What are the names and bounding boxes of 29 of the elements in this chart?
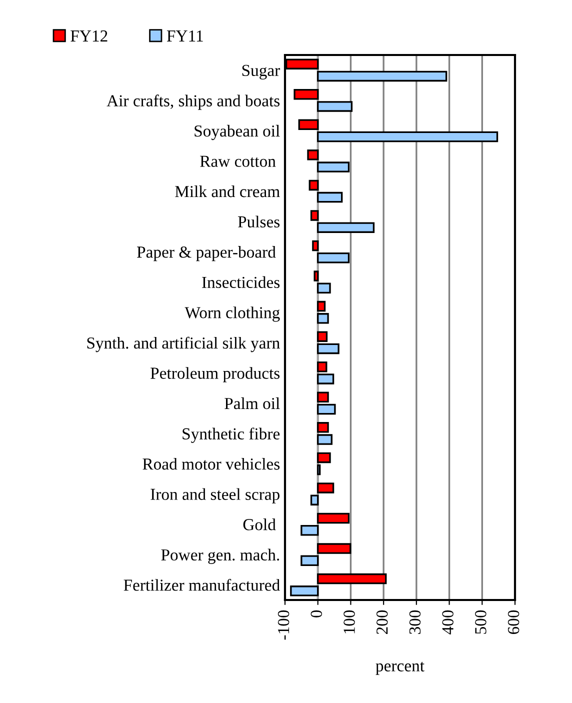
- y-tick-label: Milk and cream: [175, 185, 280, 198]
- x-tick-label: 200: [376, 610, 388, 634]
- y-tick-label: Road motor vehicles: [142, 458, 280, 470]
- x-tick-label: -100: [278, 610, 290, 640]
- y-tick-label: Gold: [243, 518, 276, 530]
- y-tick-label: Paper & paper-board: [137, 246, 276, 262]
- legend-label: FY12: [70, 30, 108, 42]
- legend-label: FY11: [166, 30, 203, 42]
- y-tick-label: Synthetic fibre: [182, 428, 280, 443]
- y-tick-label: Raw cotton: [200, 156, 276, 167]
- y-tick-label: Synth. and artificial silk yarn: [87, 336, 280, 352]
- y-tick-label: Insecticides: [202, 276, 280, 288]
- y-tick-label: Power gen. mach.: [161, 548, 280, 564]
- y-tick-label: Iron and steel scrap: [150, 488, 280, 504]
- y-tick-label: Soyabean oil: [194, 124, 280, 140]
- y-tick-label: Pulses: [238, 216, 280, 228]
- y-tick-label: Palm oil: [224, 397, 280, 410]
- y-tick-label: Fertilizer manufactured: [124, 578, 280, 591]
- y-tick-label: Worn clothing: [184, 306, 280, 322]
- x-tick-label: 0: [310, 610, 322, 618]
- x-tick-label: 100: [344, 610, 355, 634]
- x-tick-label: 300: [409, 610, 421, 634]
- x-tick-label: 500: [475, 610, 486, 634]
- x-axis-title: percent: [376, 662, 424, 675]
- x-tick-label: 600: [508, 610, 520, 634]
- y-tick-label: Petroleum products: [150, 367, 280, 382]
- x-tick-label: 400: [442, 610, 454, 634]
- y-tick-label: Air crafts, ships and boats: [106, 94, 280, 110]
- y-tick-label: Sugar: [242, 64, 280, 80]
